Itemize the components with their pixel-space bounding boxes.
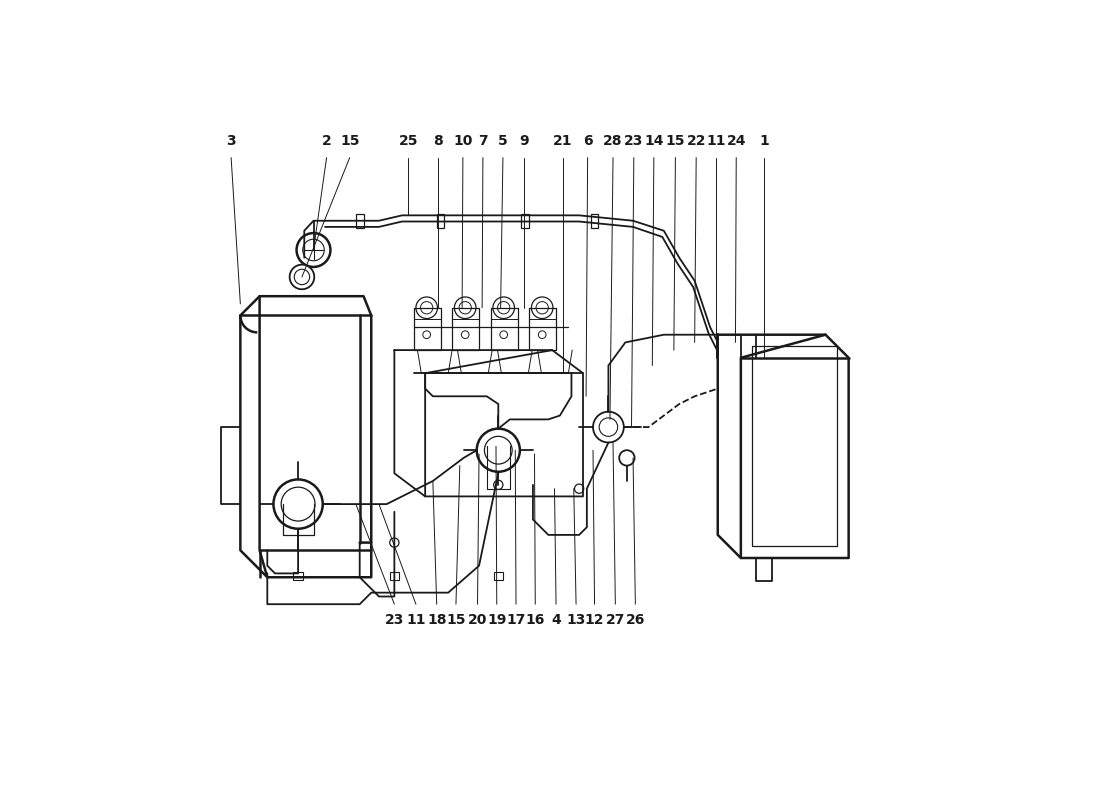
Text: 23: 23: [624, 134, 644, 148]
Text: 11: 11: [406, 614, 426, 627]
Circle shape: [454, 297, 476, 318]
Circle shape: [274, 479, 322, 529]
Text: 25: 25: [398, 134, 418, 148]
Text: 18: 18: [427, 614, 447, 627]
Text: 3: 3: [227, 134, 235, 148]
Text: 22: 22: [686, 134, 706, 148]
Circle shape: [297, 233, 330, 267]
Circle shape: [593, 412, 624, 442]
Text: 13: 13: [566, 614, 586, 627]
FancyBboxPatch shape: [389, 572, 399, 579]
Text: 9: 9: [519, 134, 528, 148]
Text: 26: 26: [626, 614, 645, 627]
Circle shape: [476, 429, 520, 472]
Circle shape: [289, 265, 315, 290]
Text: 16: 16: [526, 614, 544, 627]
Circle shape: [494, 480, 503, 490]
FancyBboxPatch shape: [591, 214, 598, 228]
Text: 15: 15: [447, 614, 465, 627]
Circle shape: [416, 297, 438, 318]
Text: 4: 4: [551, 614, 561, 627]
Text: 20: 20: [468, 614, 487, 627]
Text: 19: 19: [487, 614, 506, 627]
Text: 10: 10: [453, 134, 473, 148]
Text: 17: 17: [506, 614, 526, 627]
FancyBboxPatch shape: [294, 572, 302, 579]
Text: 11: 11: [706, 134, 726, 148]
Text: 12: 12: [585, 614, 604, 627]
Circle shape: [619, 450, 635, 466]
Text: 2: 2: [321, 134, 331, 148]
Text: 1: 1: [759, 134, 769, 148]
Circle shape: [574, 484, 584, 494]
Text: 15: 15: [340, 134, 360, 148]
FancyBboxPatch shape: [356, 214, 363, 228]
Text: 14: 14: [645, 134, 663, 148]
Circle shape: [389, 538, 399, 547]
Text: 6: 6: [583, 134, 593, 148]
Circle shape: [493, 297, 515, 318]
FancyBboxPatch shape: [494, 572, 503, 579]
Text: 24: 24: [726, 134, 746, 148]
Circle shape: [531, 297, 553, 318]
Text: 7: 7: [478, 134, 487, 148]
Text: 15: 15: [666, 134, 685, 148]
Text: 28: 28: [603, 134, 623, 148]
Text: 5: 5: [498, 134, 508, 148]
Text: 21: 21: [553, 134, 573, 148]
Text: 23: 23: [385, 614, 404, 627]
FancyBboxPatch shape: [521, 214, 529, 228]
Text: 27: 27: [606, 614, 625, 627]
Text: 8: 8: [433, 134, 443, 148]
FancyBboxPatch shape: [437, 214, 444, 228]
